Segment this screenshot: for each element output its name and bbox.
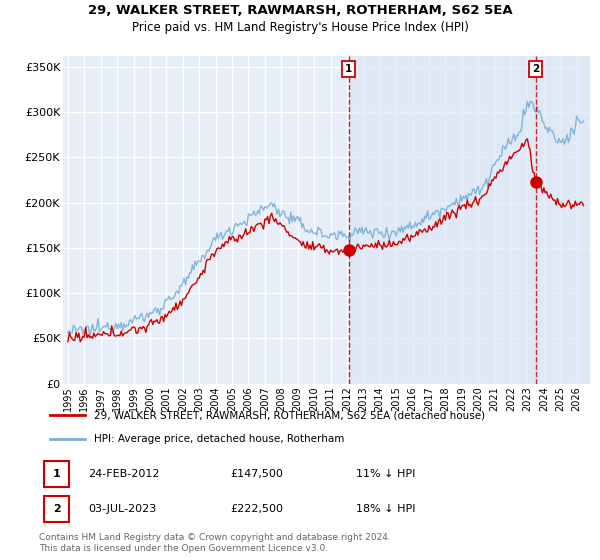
Bar <box>349 56 590 384</box>
Text: 18% ↓ HPI: 18% ↓ HPI <box>356 504 415 514</box>
Text: 03-JUL-2023: 03-JUL-2023 <box>88 504 157 514</box>
Text: 29, WALKER STREET, RAWMARSH, ROTHERHAM, S62 5EA (detached house): 29, WALKER STREET, RAWMARSH, ROTHERHAM, … <box>94 410 485 420</box>
FancyBboxPatch shape <box>44 461 69 487</box>
Text: 2: 2 <box>532 64 539 74</box>
Text: 11% ↓ HPI: 11% ↓ HPI <box>356 469 415 479</box>
FancyBboxPatch shape <box>44 496 69 522</box>
Text: 1: 1 <box>345 64 353 74</box>
Text: 2: 2 <box>53 504 61 514</box>
Text: HPI: Average price, detached house, Rotherham: HPI: Average price, detached house, Roth… <box>94 434 344 444</box>
Text: £147,500: £147,500 <box>230 469 283 479</box>
Text: Contains HM Land Registry data © Crown copyright and database right 2024.
This d: Contains HM Land Registry data © Crown c… <box>39 533 391 553</box>
Text: £222,500: £222,500 <box>230 504 283 514</box>
Text: 24-FEB-2012: 24-FEB-2012 <box>88 469 160 479</box>
Text: 1: 1 <box>53 469 61 479</box>
Text: 29, WALKER STREET, RAWMARSH, ROTHERHAM, S62 5EA: 29, WALKER STREET, RAWMARSH, ROTHERHAM, … <box>88 4 512 17</box>
Text: Price paid vs. HM Land Registry's House Price Index (HPI): Price paid vs. HM Land Registry's House … <box>131 21 469 34</box>
